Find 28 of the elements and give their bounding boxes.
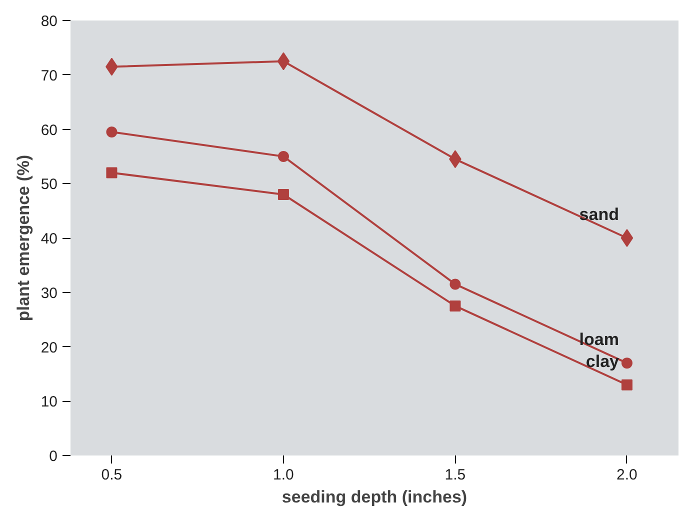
point: [621, 358, 632, 369]
y-tick-label: 30: [40, 284, 58, 302]
series-label: sand: [579, 205, 619, 224]
x-tick-label: 1.0: [273, 466, 294, 484]
point: [620, 229, 634, 247]
x-axis-title: seeding depth (inches): [282, 488, 468, 506]
x-tick-label: 1.5: [444, 466, 466, 484]
x-tick-label: 0.5: [101, 466, 122, 484]
y-axis-title: plant emergence (%): [14, 154, 33, 322]
point: [450, 300, 461, 312]
y-tick-label: 50: [40, 176, 58, 194]
series-label: clay: [586, 352, 620, 371]
y-tick-label: 40: [40, 230, 58, 248]
y-tick-label: 70: [40, 67, 58, 84]
point: [277, 52, 290, 70]
y-tick-label: 20: [40, 339, 58, 356]
point: [278, 189, 289, 200]
y-tick-label: 10: [40, 394, 58, 411]
y-tick-label: 60: [40, 122, 58, 139]
series-label: loam: [579, 330, 619, 350]
point: [621, 379, 632, 390]
y-tick-label: 80: [40, 13, 58, 30]
x-tick-label: 2.0: [616, 466, 638, 484]
point: [106, 167, 118, 178]
y-tick-label: 0: [49, 448, 58, 465]
point: [106, 126, 118, 138]
point: [278, 150, 289, 162]
point: [450, 278, 461, 290]
